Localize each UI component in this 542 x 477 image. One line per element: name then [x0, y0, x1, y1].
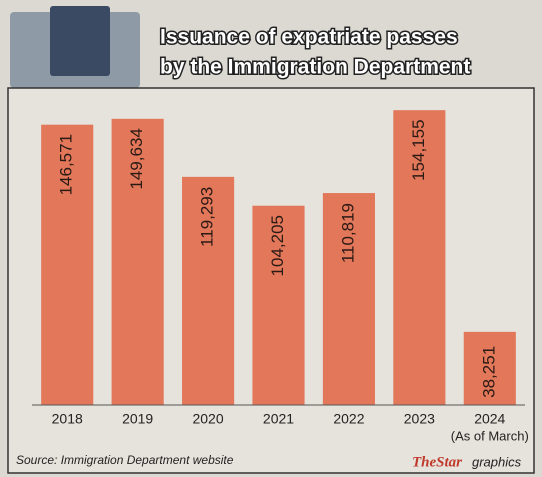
- passport-illustration: [50, 6, 110, 76]
- source: Source: Immigration Department website: [16, 453, 234, 467]
- value-label: 146,571: [57, 134, 76, 195]
- page: Issuance of expatriate passes by the Imm…: [0, 0, 542, 477]
- x-tick-label: 2018: [52, 411, 83, 427]
- credit: graphics: [472, 454, 522, 469]
- chart-title: by the Immigration Department: [160, 56, 470, 79]
- credit-brand: TheStar: [412, 454, 462, 470]
- value-label: 154,155: [409, 119, 428, 180]
- chart: Issuance of expatriate passes by the Imm…: [0, 0, 542, 477]
- value-label: 104,205: [268, 215, 287, 276]
- x-tick-note: (As of March): [451, 428, 529, 443]
- x-tick-label: 2023: [404, 411, 435, 427]
- x-tick-label: 2021: [263, 411, 294, 427]
- x-tick-label: 2020: [192, 411, 223, 427]
- chart-title: Issuance of expatriate passes: [160, 26, 458, 49]
- x-tick-label: 2019: [122, 411, 153, 427]
- x-tick-label: 2024: [474, 411, 505, 427]
- value-label: 38,251: [479, 346, 498, 398]
- x-tick-label: 2022: [333, 411, 364, 427]
- value-label: 110,819: [338, 203, 357, 263]
- value-label: 149,634: [127, 128, 146, 189]
- value-label: 119,293: [198, 187, 217, 247]
